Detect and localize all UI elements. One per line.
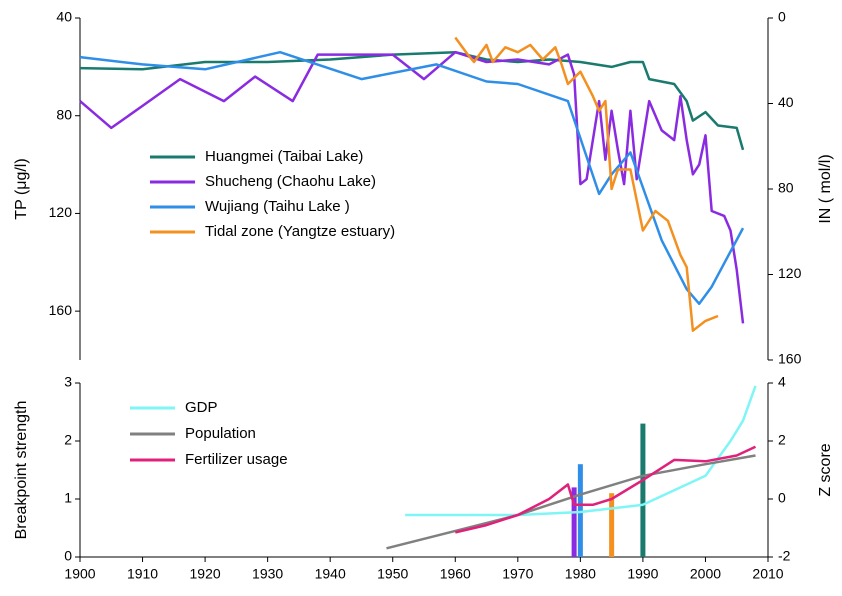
- x-tick-label: 1900: [64, 566, 95, 582]
- legend-label: Shucheng (Chaohu Lake): [205, 173, 376, 190]
- x-tick-label: 1930: [252, 566, 283, 582]
- series-line: [386, 454, 756, 550]
- y2-tick-label: -2: [778, 548, 791, 564]
- x-tick-label: 1980: [565, 566, 596, 582]
- y-tick-label: 80: [56, 106, 72, 122]
- x-tick-label: 1920: [190, 566, 221, 582]
- x-tick-label: 2010: [752, 566, 783, 582]
- series-line: [79, 50, 745, 306]
- series-line: [455, 445, 757, 534]
- y2-tick-label: 2: [778, 432, 786, 448]
- x-tick-label: 1970: [502, 566, 533, 582]
- legend-label: Fertilizer usage: [185, 451, 288, 468]
- y2-tick-label: 40: [778, 94, 794, 110]
- breakpoint-bar: [577, 464, 583, 557]
- x-tick-label: 1990: [627, 566, 658, 582]
- x-tick-label: 1910: [127, 566, 158, 582]
- y-tick-label: 40: [56, 9, 72, 25]
- y-axis-label: TP (μg/l): [13, 158, 30, 219]
- y2-tick-label: 0: [778, 490, 786, 506]
- y-tick-label: 3: [64, 374, 72, 390]
- y2-tick-label: 160: [778, 351, 802, 367]
- breakpoint-bar: [640, 423, 646, 557]
- series-line: [79, 50, 745, 324]
- y-tick-label: 2: [64, 432, 72, 448]
- series-line: [405, 385, 757, 517]
- y2-tick-label: 80: [778, 180, 794, 196]
- breakpoint-bar: [571, 487, 577, 557]
- y2-tick-label: 120: [778, 265, 802, 281]
- series-line: [454, 36, 719, 332]
- series-line: [79, 50, 745, 151]
- breakpoint-bar: [609, 493, 615, 557]
- legend-label: GDP: [185, 399, 218, 416]
- y-tick-label: 1: [64, 490, 72, 506]
- y-tick-label: 160: [49, 302, 73, 318]
- y2-axis-label: Z score: [817, 443, 834, 496]
- y-axis-label: Breakpoint strength: [13, 401, 30, 540]
- y-tick-label: 120: [49, 204, 73, 220]
- y2-axis-label: IN ( mol/l): [817, 154, 834, 223]
- legend-label: Huangmei (Taibai Lake): [205, 148, 363, 165]
- y-tick-label: 0: [64, 548, 72, 564]
- legend-label: Tidal zone (Yangtze estuary): [205, 223, 395, 240]
- y2-tick-label: 0: [778, 9, 786, 25]
- x-tick-label: 1940: [315, 566, 346, 582]
- legend-label: Wujiang (Taihu Lake ): [205, 198, 350, 215]
- x-tick-label: 2000: [690, 566, 721, 582]
- legend-label: Population: [185, 425, 256, 442]
- x-tick-label: 1960: [440, 566, 471, 582]
- y2-tick-label: 4: [778, 374, 786, 390]
- x-tick-label: 1950: [377, 566, 408, 582]
